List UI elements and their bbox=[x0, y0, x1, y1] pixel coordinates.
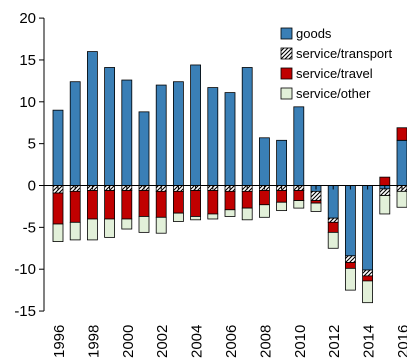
bar-service-transport-2012 bbox=[327, 217, 339, 223]
bar-service-travel-2004 bbox=[190, 190, 202, 217]
bar-service-travel-2016 bbox=[396, 127, 407, 141]
bar-service-travel-1997 bbox=[69, 190, 81, 223]
bar-goods-2009 bbox=[276, 139, 288, 186]
bar-goods-1996 bbox=[52, 109, 64, 186]
bar-service-other-2005 bbox=[207, 213, 219, 220]
y-tick-label: -15 bbox=[14, 303, 36, 320]
bar-service-transport-2015 bbox=[379, 188, 391, 196]
bar-service-other-2008 bbox=[258, 204, 270, 218]
bar-service-other-2007 bbox=[241, 207, 253, 221]
bar-goods-2001 bbox=[138, 111, 150, 186]
bar-service-travel-2006 bbox=[224, 190, 236, 211]
y-tick-label: 15 bbox=[19, 52, 36, 69]
x-tick-label: 1998 bbox=[85, 325, 102, 358]
x-tick-label: 2008 bbox=[257, 325, 274, 358]
bar-service-travel-2013 bbox=[344, 262, 356, 269]
bar-service-other-2009 bbox=[276, 201, 288, 212]
bar-service-travel-2001 bbox=[138, 190, 150, 217]
bar-service-other-2000 bbox=[121, 218, 133, 230]
bar-service-other-2011 bbox=[310, 202, 322, 212]
y-tick-label: -10 bbox=[14, 261, 36, 278]
bar-service-other-2010 bbox=[293, 200, 305, 209]
bar-service-other-2002 bbox=[155, 216, 167, 234]
bar-goods-2005 bbox=[207, 87, 219, 186]
bar-service-other-1999 bbox=[104, 218, 115, 238]
x-tick-label: 2006 bbox=[223, 325, 240, 358]
x-tick-label: 2012 bbox=[326, 325, 343, 358]
bar-service-other-1998 bbox=[87, 218, 98, 241]
x-tick-label: 2002 bbox=[154, 325, 171, 358]
legend-label: service/travel bbox=[296, 66, 373, 81]
bar-service-travel-2005 bbox=[207, 190, 219, 215]
bar-service-other-2012 bbox=[327, 231, 339, 249]
bar-goods-1997 bbox=[69, 81, 81, 186]
axes-layer: 20 15 10 5 0 -5 -10 -15 1996 1998 2000 2002 2004 2006… bbox=[14, 10, 407, 358]
bar-goods-2004 bbox=[190, 64, 202, 186]
bar-service-transport-2014 bbox=[362, 269, 374, 277]
bar-goods-2012 bbox=[327, 185, 339, 219]
x-tick-label: 2014 bbox=[361, 325, 378, 358]
bar-service-travel-1999 bbox=[104, 190, 115, 220]
bar-service-travel-2000 bbox=[121, 190, 133, 220]
bar-service-travel-2003 bbox=[172, 190, 184, 214]
bar-service-travel-2015 bbox=[379, 176, 391, 186]
legend-label: service/other bbox=[296, 86, 371, 101]
bar-service-travel-1996 bbox=[52, 192, 64, 225]
bar-service-transport-2013 bbox=[344, 255, 356, 263]
legend-swatch bbox=[280, 47, 293, 60]
bar-service-travel-2009 bbox=[276, 190, 288, 203]
bar-goods-2002 bbox=[155, 84, 167, 186]
bar-goods-2010 bbox=[293, 106, 305, 186]
bar-service-other-1997 bbox=[69, 221, 81, 241]
bar-service-travel-2010 bbox=[293, 190, 305, 201]
legend-swatch bbox=[280, 67, 293, 80]
bar-service-other-2003 bbox=[172, 212, 184, 222]
bar-service-other-2016 bbox=[396, 190, 407, 208]
bar-service-other-2001 bbox=[138, 216, 150, 233]
bar-service-travel-2002 bbox=[155, 190, 167, 218]
bar-service-other-2004 bbox=[190, 216, 202, 221]
legend-label: goods bbox=[296, 26, 332, 41]
x-tick-label: 2010 bbox=[292, 325, 309, 358]
bar-goods-2000 bbox=[121, 79, 133, 186]
bar-service-other-2015 bbox=[379, 195, 391, 215]
bar-goods-1998 bbox=[87, 51, 98, 186]
bar-service-travel-2008 bbox=[258, 190, 270, 206]
bar-goods-2013 bbox=[344, 185, 356, 257]
bar-service-travel-2012 bbox=[327, 221, 339, 233]
y-tick-label: -5 bbox=[23, 219, 36, 236]
y-tick-label: 0 bbox=[28, 178, 36, 195]
y-tick-label: 20 bbox=[19, 10, 36, 27]
bar-service-travel-2014 bbox=[362, 275, 374, 282]
bar-goods-1999 bbox=[104, 67, 115, 186]
bar-goods-2003 bbox=[172, 81, 184, 186]
bar-service-other-2006 bbox=[224, 209, 236, 217]
bars-layer bbox=[52, 51, 407, 304]
legend: goods service/transport service/travel serv… bbox=[280, 26, 392, 101]
bar-goods-2014 bbox=[362, 185, 374, 271]
x-tick-label: 2000 bbox=[120, 325, 137, 358]
bar-service-travel-2007 bbox=[241, 190, 253, 209]
bar-goods-2007 bbox=[241, 67, 253, 186]
x-tick-label: 2004 bbox=[189, 325, 206, 358]
y-tick-label: 5 bbox=[28, 136, 36, 153]
bar-goods-2008 bbox=[258, 137, 270, 186]
bar-service-other-1996 bbox=[52, 223, 64, 242]
legend-swatch bbox=[280, 27, 293, 40]
bar-goods-2006 bbox=[224, 92, 236, 186]
bar-service-other-2013 bbox=[344, 267, 356, 291]
bar-service-travel-1998 bbox=[87, 190, 98, 220]
y-tick-label: 10 bbox=[19, 94, 36, 111]
x-tick-label: 2016 bbox=[395, 325, 407, 358]
bar-service-other-2014 bbox=[362, 280, 374, 304]
legend-label: service/transport bbox=[296, 46, 392, 61]
legend-swatch bbox=[280, 87, 293, 100]
bar-goods-2016 bbox=[396, 139, 407, 186]
x-tick-label: 1996 bbox=[51, 325, 68, 358]
bar-service-transport-2011 bbox=[310, 190, 322, 201]
